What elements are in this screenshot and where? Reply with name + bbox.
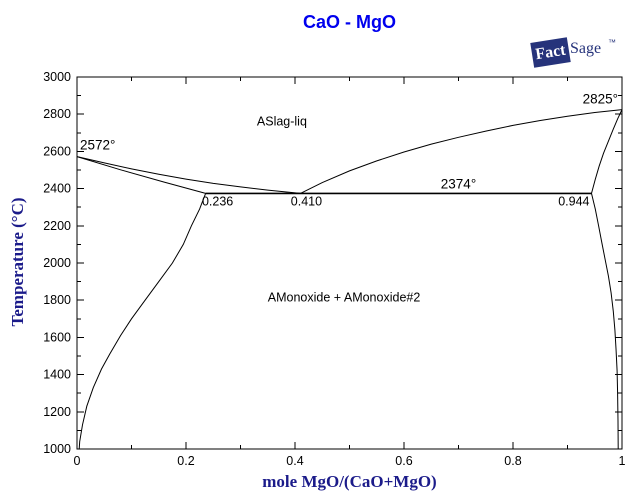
factsage-logo: Fact Sage ™ [528,37,630,69]
x-axis-tick-label: 0.2 [177,454,194,468]
series-solvus-CaO-rich [78,193,207,450]
y-axis-tick-label: 1000 [43,442,71,456]
x-axis-tick-label: 0.4 [286,454,303,468]
y-axis-tick-label: 1200 [43,405,71,419]
label-2374: 2374° [441,176,476,191]
x-axis-title: mole MgO/(CaO+MgO) [262,472,437,491]
y-axis-tick-label: 1400 [43,368,71,382]
chart-title: CaO - MgO [303,12,396,32]
label-slag-liq: ASlag-liq [257,115,307,129]
y-axis-tick-label: 1800 [43,293,71,307]
y-axis-tick-label: 3000 [43,70,71,84]
series-liquidus-CaO-rich [76,156,301,194]
logo-sage-text: Sage [570,40,602,57]
label-0236: 0.236 [202,194,233,208]
y-axis-tick-label: 2200 [43,219,71,233]
series-liquidus-MgO-rich [300,109,623,194]
y-axis-tick-label: 2400 [43,182,71,196]
y-axis-tick-label: 2000 [43,256,71,270]
label-0410: 0.410 [291,194,322,208]
x-axis-tick-label: 0 [74,454,81,468]
series-solvus-MgO-rich [591,193,619,450]
y-axis-tick-label: 1600 [43,330,71,344]
label-0944: 0.944 [558,194,589,208]
label-2825: 2825° [583,92,618,107]
plot-frame [76,76,623,450]
x-axis-tick-label: 1 [619,454,626,468]
y-axis-title: Temperature (°C) [8,197,27,327]
label-2572: 2572° [80,138,115,153]
x-axis-tick-label: 0.6 [395,454,412,468]
y-axis-tick-label: 2800 [43,107,71,121]
series-solidus-MgO-rich [591,109,623,194]
logo-trademark-icon: ™ [608,38,616,47]
y-axis-tick-label: 2600 [43,144,71,158]
series-solidus-CaO-rich [76,156,206,194]
x-axis-tick-label: 0.8 [504,454,521,468]
label-monoxide: AMonoxide + AMonoxide#2 [268,290,421,304]
